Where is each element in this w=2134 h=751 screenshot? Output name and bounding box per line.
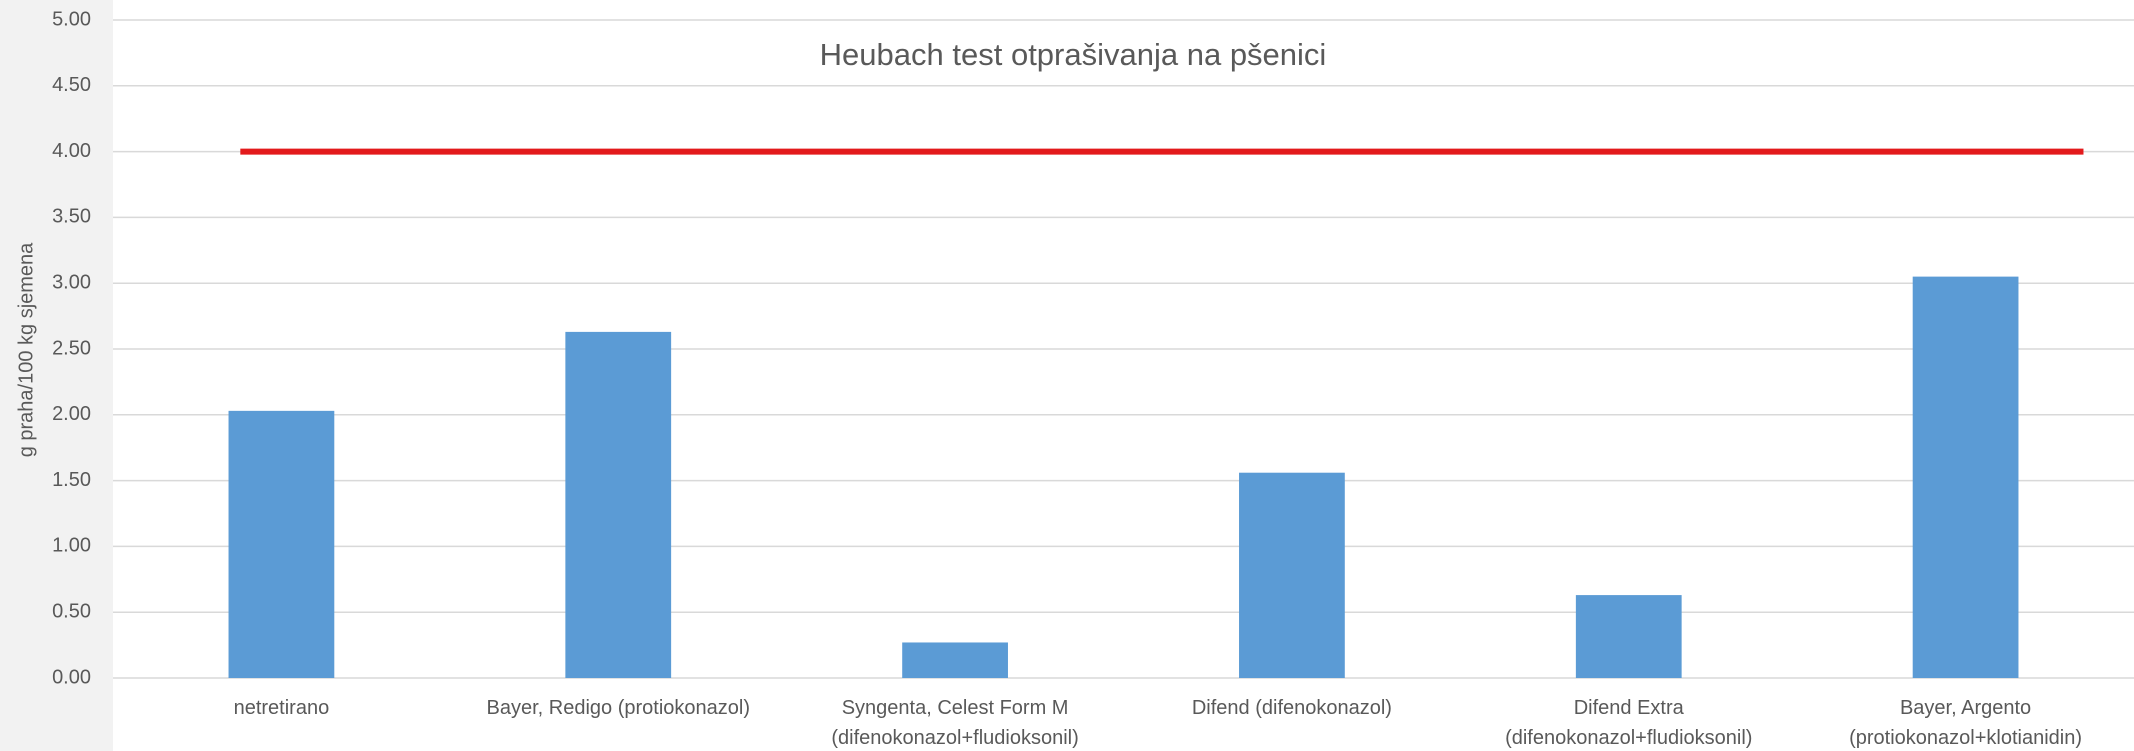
x-tick-label-line: (difenokonazol+fludioksonil) — [831, 727, 1078, 749]
x-tick-label-line: Syngenta, Celest Form M — [842, 697, 1069, 719]
x-tick-label-line: Bayer, Argento — [1900, 697, 2031, 719]
y-tick-label: 2.50 — [52, 337, 91, 359]
x-tick-label-line: Difend Extra — [1574, 697, 1685, 719]
x-tick-label-line: (protiokonazol+klotianidin) — [1849, 727, 2082, 749]
y-tick-label: 0.00 — [52, 666, 91, 688]
y-tick-label: 0.50 — [52, 600, 91, 622]
y-tick-label: 5.00 — [52, 8, 91, 30]
y-tick-label: 1.50 — [52, 469, 91, 491]
plot-background — [113, 0, 2134, 751]
bar — [1239, 472, 1345, 678]
x-tick-label: Difend Extra (difenokonazol+fludioksonil) — [1505, 697, 1752, 749]
y-tick-label: 3.00 — [52, 271, 91, 293]
x-tick-label: Bayer, Argento (protiokonazol+klotianidin… — [1849, 697, 2082, 749]
bar — [1912, 276, 2019, 678]
x-tick-label-line: netretirano — [234, 697, 330, 719]
bar — [1575, 595, 1682, 678]
y-tick-label: 2.00 — [52, 403, 91, 425]
y-tick-label: 3.50 — [52, 206, 91, 228]
x-tick-label-line: (difenokonazol+fludioksonil) — [1505, 727, 1752, 749]
x-tick-label: Bayer, Redigo (protiokonazol) — [487, 697, 750, 719]
x-tick-label: Difend (difenokonazol) — [1192, 697, 1392, 719]
y-tick-label: 4.50 — [52, 74, 91, 96]
y-axis-label: g praha/100 kg sjemena — [15, 242, 37, 457]
chart-title: Heubach test otprašivanja na pšenici — [820, 37, 1327, 72]
x-tick-label-line: Bayer, Redigo (protiokonazol) — [487, 697, 750, 719]
x-tick-label-line: Difend (difenokonazol) — [1192, 697, 1392, 719]
bar — [228, 410, 335, 678]
y-tick-label: 4.00 — [52, 140, 91, 162]
x-tick-label: netretirano — [234, 697, 330, 719]
bar — [902, 642, 1008, 678]
y-tick-label: 1.00 — [52, 535, 91, 557]
x-tick-label: Syngenta, Celest Form M (difenokonazol+fl… — [831, 697, 1078, 749]
bar — [565, 331, 672, 678]
